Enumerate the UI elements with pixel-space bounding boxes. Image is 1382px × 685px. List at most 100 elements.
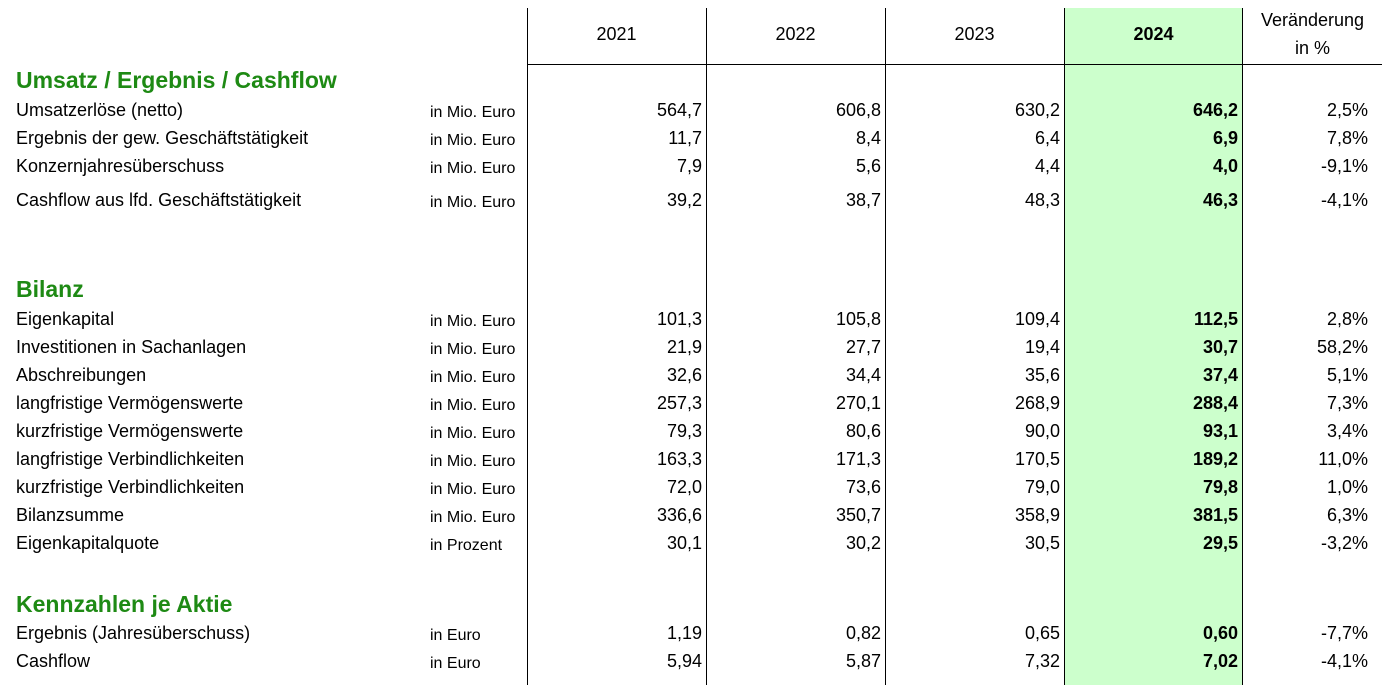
row-label: Eigenkapital bbox=[16, 309, 115, 329]
cell-value: 170,5 bbox=[1014, 449, 1060, 469]
column-line bbox=[885, 8, 886, 685]
row-unit: in Mio. Euro bbox=[430, 341, 516, 358]
cell-value: 7,02 bbox=[1202, 651, 1238, 671]
cell-value: 7,32 bbox=[1024, 651, 1060, 671]
cell-value: 101,3 bbox=[656, 309, 702, 329]
highlight-column bbox=[1065, 8, 1242, 685]
cell-value: 163,3 bbox=[656, 449, 702, 469]
cell-value: 34,4 bbox=[845, 365, 881, 385]
cell-value: 4,0 bbox=[1212, 156, 1238, 176]
row-label: Abschreibungen bbox=[16, 365, 147, 385]
column-header: 2021 bbox=[596, 24, 637, 44]
row-label: Investitionen in Sachanlagen bbox=[16, 337, 247, 357]
change-value: 7,3% bbox=[1326, 393, 1368, 413]
cell-value: 7,9 bbox=[676, 156, 702, 176]
cell-value: 6,4 bbox=[1034, 128, 1060, 148]
cell-value: 0,82 bbox=[845, 623, 881, 643]
cell-value: 72,0 bbox=[666, 477, 702, 497]
cell-value: 30,1 bbox=[666, 533, 702, 553]
cell-value: 0,60 bbox=[1202, 623, 1238, 643]
row-label: Eigenkapitalquote bbox=[16, 533, 160, 553]
row-label: Umsatzerlöse (netto) bbox=[16, 100, 184, 120]
change-header: in % bbox=[1294, 38, 1330, 58]
change-value: -3,2% bbox=[1320, 533, 1368, 553]
cell-value: 37,4 bbox=[1202, 365, 1238, 385]
cell-value: 6,9 bbox=[1212, 128, 1238, 148]
row-unit: in Mio. Euro bbox=[430, 369, 516, 386]
row-label: Ergebnis (Jahresüberschuss) bbox=[16, 623, 251, 643]
cell-value: 109,4 bbox=[1014, 309, 1060, 329]
cell-value: 11,7 bbox=[668, 128, 702, 148]
section-title: Kennzahlen je Aktie bbox=[16, 591, 233, 617]
cell-value: 79,8 bbox=[1202, 477, 1238, 497]
change-value: 2,8% bbox=[1326, 309, 1368, 329]
cell-value: 350,7 bbox=[835, 505, 881, 525]
cell-value: 32,6 bbox=[666, 365, 702, 385]
cell-value: 29,5 bbox=[1202, 533, 1238, 553]
change-value: 3,4% bbox=[1326, 421, 1368, 441]
column-line bbox=[1064, 8, 1065, 685]
cell-value: 30,7 bbox=[1202, 337, 1238, 357]
cell-value: 5,6 bbox=[855, 156, 881, 176]
header-line bbox=[527, 64, 1382, 65]
cell-value: 27,7 bbox=[845, 337, 881, 357]
row-label: kurzfristige Verbindlichkeiten bbox=[16, 477, 245, 497]
row-unit: in Mio. Euro bbox=[430, 132, 516, 149]
row-label: Ergebnis der gew. Geschäftstätigkeit bbox=[16, 128, 309, 148]
change-value: 2,5% bbox=[1326, 100, 1368, 120]
row-unit: in Prozent bbox=[430, 537, 503, 554]
change-value: -9,1% bbox=[1320, 156, 1368, 176]
row-label: Bilanzsumme bbox=[16, 505, 125, 525]
row-unit: in Mio. Euro bbox=[430, 194, 516, 211]
change-value: 5,1% bbox=[1326, 365, 1368, 385]
column-line bbox=[527, 8, 528, 685]
column-line bbox=[1242, 8, 1243, 685]
column-header: 2023 bbox=[954, 24, 995, 44]
cell-value: 38,7 bbox=[845, 190, 881, 210]
cell-value: 79,3 bbox=[666, 421, 702, 441]
cell-value: 90,0 bbox=[1024, 421, 1060, 441]
cell-value: 73,6 bbox=[845, 477, 881, 497]
section-title: Bilanz bbox=[16, 276, 84, 302]
cell-value: 48,3 bbox=[1024, 190, 1060, 210]
cell-value: 39,2 bbox=[666, 190, 702, 210]
row-label: Cashflow bbox=[16, 651, 91, 671]
change-value: -7,7% bbox=[1320, 623, 1368, 643]
cell-value: 257,3 bbox=[656, 393, 702, 413]
cell-value: 1,19 bbox=[666, 623, 702, 643]
row-unit: in Euro bbox=[430, 655, 481, 672]
cell-value: 646,2 bbox=[1192, 100, 1238, 120]
row-label: Cashflow aus lfd. Geschäftstätigkeit bbox=[16, 190, 302, 210]
row-unit: in Mio. Euro bbox=[430, 104, 516, 121]
cell-value: 171,3 bbox=[835, 449, 881, 469]
cell-value: 46,3 bbox=[1202, 190, 1238, 210]
change-value: -4,1% bbox=[1320, 651, 1368, 671]
cell-value: 79,0 bbox=[1024, 477, 1060, 497]
row-unit: in Mio. Euro bbox=[430, 160, 516, 177]
row-label: kurzfristige Vermögenswerte bbox=[16, 421, 244, 441]
change-value: 6,3% bbox=[1326, 505, 1368, 525]
change-value: 1,0% bbox=[1326, 477, 1368, 497]
row-unit: in Euro bbox=[430, 627, 481, 644]
cell-value: 564,7 bbox=[656, 100, 702, 120]
row-unit: in Mio. Euro bbox=[430, 509, 516, 526]
cell-value: 270,1 bbox=[835, 393, 881, 413]
row-unit: in Mio. Euro bbox=[430, 481, 516, 498]
cell-value: 35,6 bbox=[1024, 365, 1060, 385]
cell-value: 630,2 bbox=[1014, 100, 1060, 120]
cell-value: 8,4 bbox=[855, 128, 881, 148]
column-header: 2022 bbox=[775, 24, 816, 44]
cell-value: 4,4 bbox=[1034, 156, 1060, 176]
column-line bbox=[706, 8, 707, 685]
row-unit: in Mio. Euro bbox=[430, 397, 516, 414]
change-value: 11,0% bbox=[1318, 449, 1368, 469]
cell-value: 80,6 bbox=[845, 421, 881, 441]
change-value: 7,8% bbox=[1326, 128, 1368, 148]
cell-value: 19,4 bbox=[1024, 337, 1060, 357]
row-label: langfristige Verbindlichkeiten bbox=[16, 449, 245, 469]
cell-value: 5,94 bbox=[666, 651, 702, 671]
cell-value: 112,5 bbox=[1193, 309, 1238, 329]
cell-value: 0,65 bbox=[1024, 623, 1060, 643]
cell-value: 189,2 bbox=[1192, 449, 1238, 469]
